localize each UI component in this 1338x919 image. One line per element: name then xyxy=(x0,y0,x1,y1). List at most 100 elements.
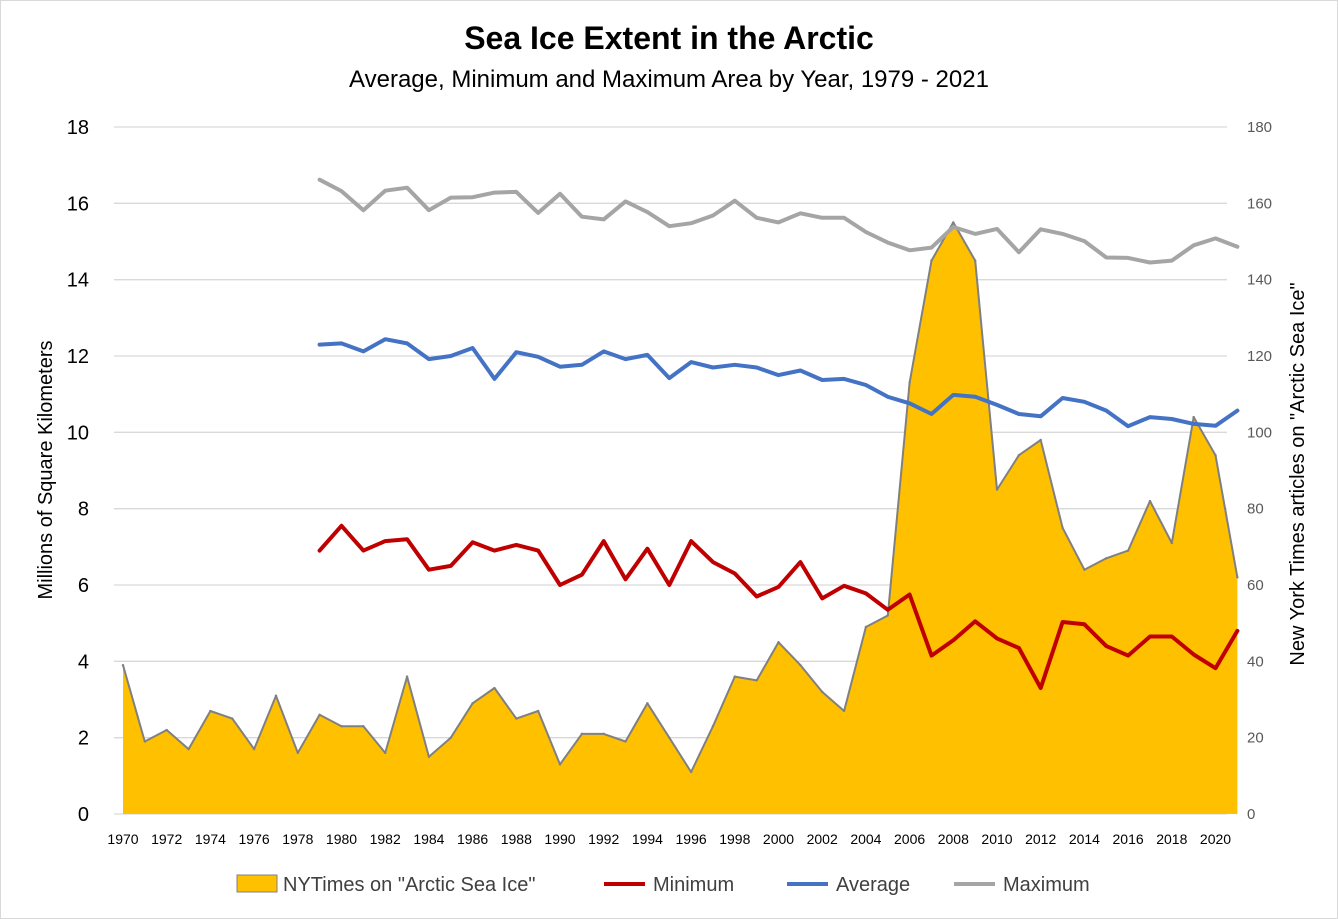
series-point-minimum xyxy=(536,549,540,553)
series-point-minimum xyxy=(1214,666,1217,670)
series-point-minimum xyxy=(820,596,824,600)
y-tick-label: 12 xyxy=(67,346,89,368)
articles-area-series xyxy=(121,221,1239,814)
series-point-maximum xyxy=(886,241,890,245)
series-point-average xyxy=(1148,415,1152,419)
series-point-average xyxy=(602,349,606,353)
x-tick-label: 1980 xyxy=(326,831,357,847)
y2-tick-label: 100 xyxy=(1247,424,1272,441)
articles-point xyxy=(864,625,868,629)
series-point-minimum xyxy=(318,549,322,553)
series-point-maximum xyxy=(798,211,802,215)
articles-point xyxy=(1126,549,1130,552)
chart-subtitle: Average, Minimum and Maximum Area by Yea… xyxy=(349,66,989,93)
series-point-minimum xyxy=(842,584,846,588)
articles-point xyxy=(384,751,387,755)
x-axis-ticks: 1970 1972 1974 1976 1978 1980 1982 1984 1986 1988… xyxy=(107,831,1231,847)
series-point-average xyxy=(580,363,584,367)
series-point-minimum xyxy=(405,537,409,541)
x-tick-label: 2010 xyxy=(981,831,1012,847)
series-point-maximum xyxy=(689,221,693,225)
series-point-minimum xyxy=(1192,652,1196,656)
series-point-average xyxy=(1104,409,1108,413)
series-point-average xyxy=(973,395,977,399)
legend-label-articles: NYTimes on "Arctic Sea Ice" xyxy=(283,874,535,896)
series-point-average xyxy=(1082,400,1086,404)
articles-point xyxy=(886,614,889,617)
series-point-maximum xyxy=(755,216,759,220)
series-point-average xyxy=(1192,422,1196,426)
series-point-average xyxy=(624,357,628,361)
articles-point xyxy=(252,747,256,751)
articles-point xyxy=(689,770,693,774)
articles-point xyxy=(602,732,605,736)
series-point-minimum xyxy=(929,654,933,658)
x-tick-label: 1988 xyxy=(501,831,532,847)
articles-point xyxy=(493,686,496,690)
series-point-average xyxy=(361,349,365,353)
legend-item-average: Average xyxy=(787,874,910,896)
articles-point xyxy=(733,675,736,678)
series-point-minimum xyxy=(580,573,584,577)
y2-tick-label: 0 xyxy=(1247,806,1255,823)
series-point-maximum xyxy=(1082,239,1086,243)
x-tick-label: 1992 xyxy=(588,831,619,847)
articles-point xyxy=(449,736,452,739)
x-tick-label: 2008 xyxy=(938,831,969,847)
x-tick-label: 2016 xyxy=(1113,831,1144,847)
series-point-average xyxy=(1061,396,1065,400)
series-point-average xyxy=(755,365,759,369)
articles-point xyxy=(1236,576,1239,579)
series-point-minimum xyxy=(798,560,802,564)
articles-point xyxy=(1214,454,1217,457)
y-tick-label: 2 xyxy=(78,728,89,750)
y2-tick-label: 180 xyxy=(1247,119,1272,136)
series-point-average xyxy=(995,403,999,407)
articles-point xyxy=(405,675,409,678)
y-tick-label: 14 xyxy=(67,270,89,292)
articles-point xyxy=(711,725,715,728)
y-tick-label: 8 xyxy=(78,499,89,521)
series-point-maximum xyxy=(1061,232,1065,236)
x-tick-label: 1986 xyxy=(457,831,488,847)
series-point-maximum xyxy=(667,224,671,228)
series-point-minimum xyxy=(1148,635,1152,639)
series-point-minimum xyxy=(624,577,628,581)
series-point-minimum xyxy=(908,593,912,597)
legend-item-articles: NYTimes on "Arctic Sea Ice" xyxy=(236,874,535,896)
series-point-average xyxy=(645,353,649,357)
articles-point xyxy=(209,709,212,713)
x-tick-label: 2014 xyxy=(1069,831,1100,847)
articles-point xyxy=(318,713,321,716)
series-point-maximum xyxy=(318,178,322,182)
series-point-average xyxy=(1017,412,1021,416)
articles-point xyxy=(908,381,911,384)
y2-tick-label: 140 xyxy=(1247,272,1272,289)
legend-item-maximum: Maximum xyxy=(954,874,1090,896)
y-tick-label: 0 xyxy=(78,804,89,826)
x-tick-label: 1970 xyxy=(107,831,138,847)
x-tick-label: 1998 xyxy=(719,831,750,847)
x-tick-label: 2000 xyxy=(763,831,794,847)
articles-point xyxy=(515,717,518,720)
series-point-average xyxy=(558,365,562,369)
y2-tick-label: 120 xyxy=(1247,348,1272,365)
y2-tick-label: 20 xyxy=(1247,730,1264,747)
articles-point xyxy=(668,736,671,739)
series-point-maximum xyxy=(492,191,496,195)
y-axis-ticks: 0 2 4 6 8 10 12 14 16 18 xyxy=(67,117,89,826)
articles-point xyxy=(755,679,758,682)
y2-tick-label: 160 xyxy=(1247,195,1272,212)
articles-point xyxy=(646,702,649,705)
series-point-maximum xyxy=(908,248,912,252)
series-point-minimum xyxy=(514,543,518,547)
articles-point xyxy=(1039,438,1042,442)
series-point-maximum xyxy=(842,216,846,220)
series-point-minimum xyxy=(689,539,693,543)
articles-point xyxy=(1083,568,1086,571)
series-point-maximum xyxy=(340,189,343,193)
legend-swatch-articles xyxy=(236,874,278,893)
series-point-maximum xyxy=(973,232,977,236)
x-tick-label: 1996 xyxy=(676,831,707,847)
